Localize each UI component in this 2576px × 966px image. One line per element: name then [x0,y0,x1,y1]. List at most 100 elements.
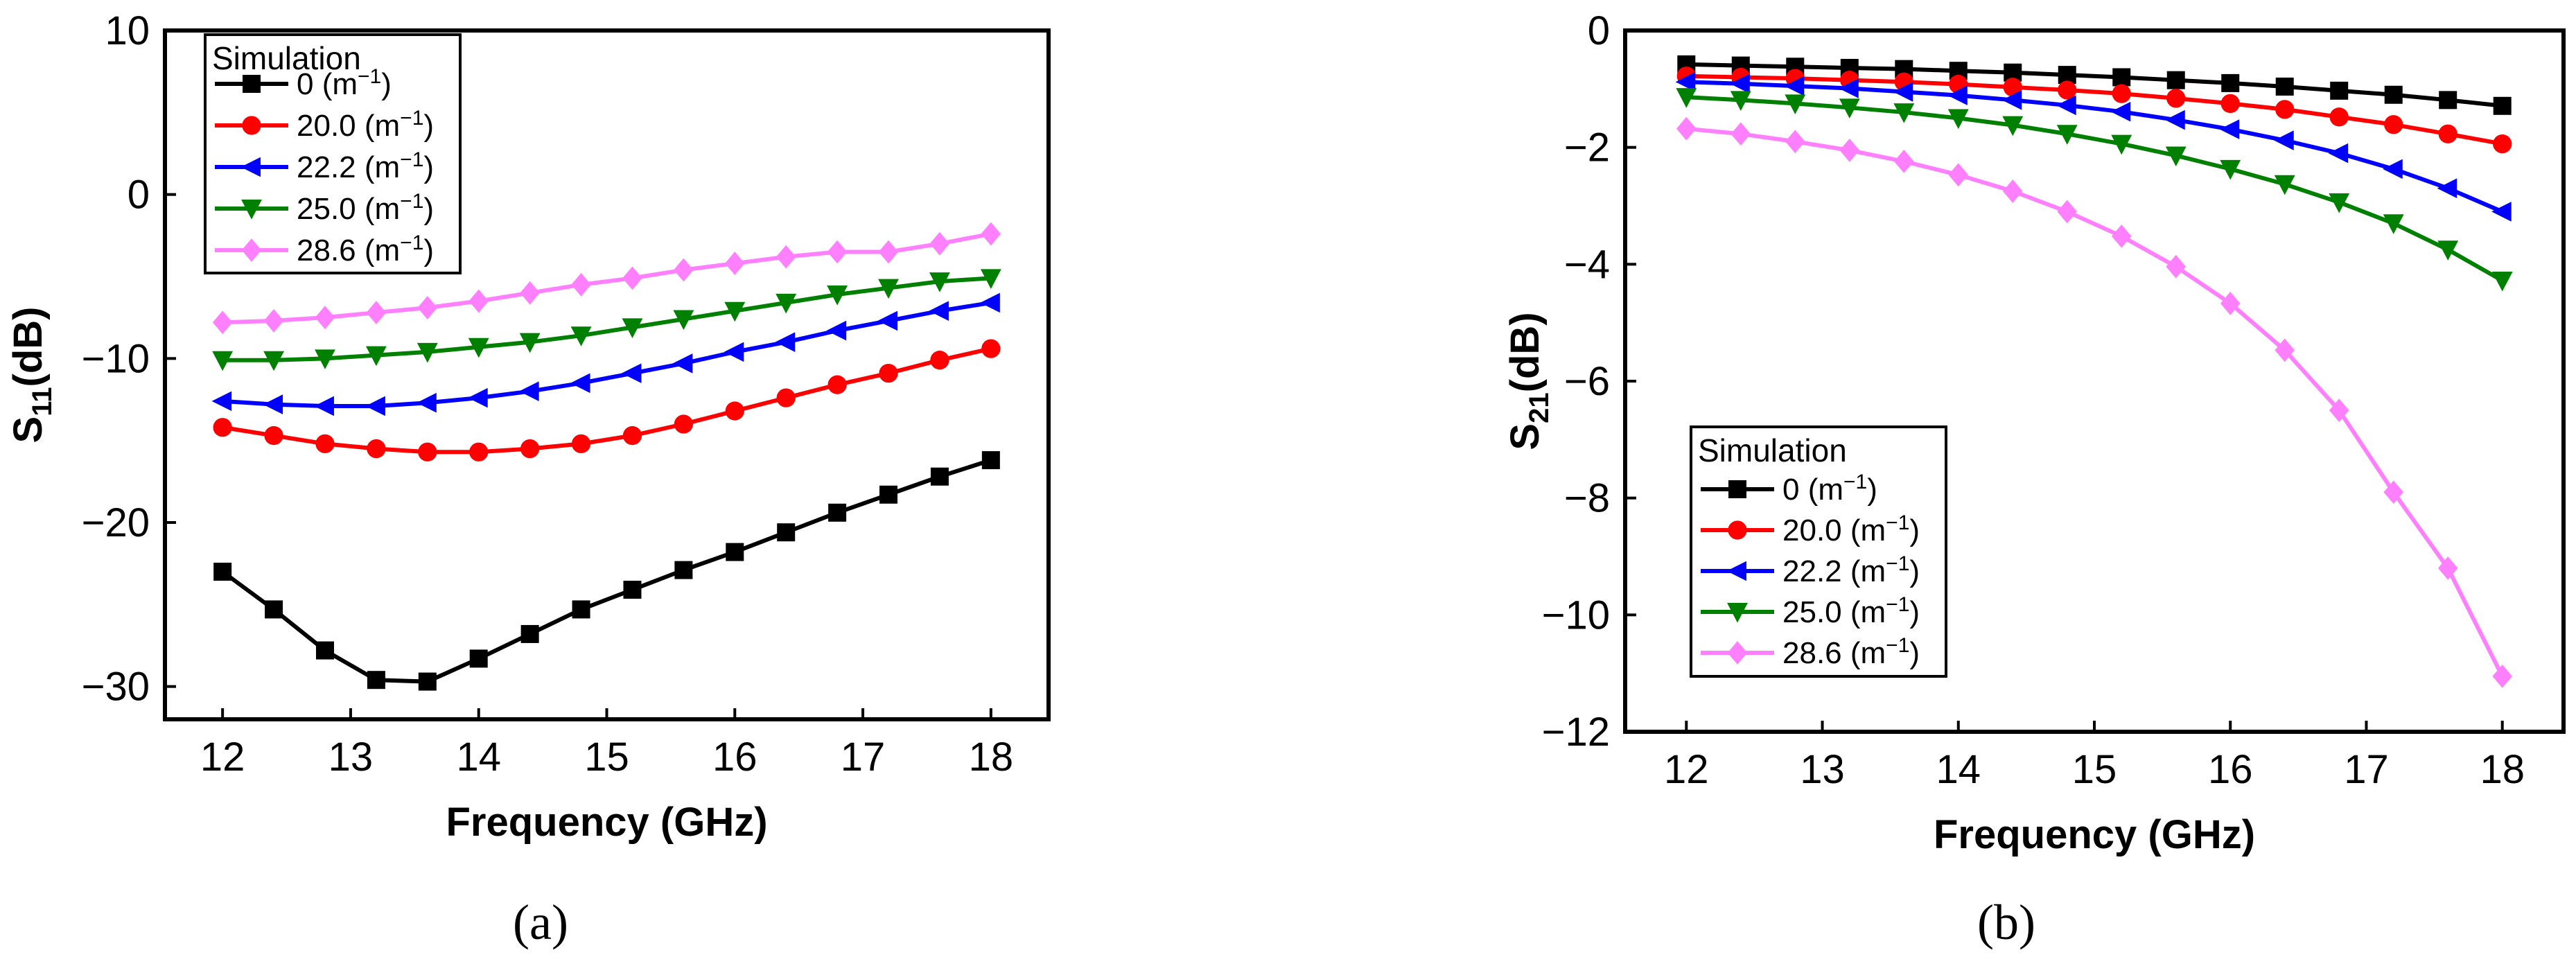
legend-swatch-marker [240,157,261,177]
data-point [2437,556,2458,580]
data-point [314,396,334,416]
y-tick-label: −8 [1564,476,1610,521]
data-point [674,561,693,579]
legend-entry: 28.6 (m−1) [1782,634,1920,670]
data-point [2384,85,2403,104]
data-point [724,301,746,322]
data-point [878,279,899,299]
data-point [2056,95,2076,116]
legend-swatch-marker [1727,641,1748,665]
data-point [775,332,796,352]
series-line [222,346,992,455]
data-point [1893,82,1913,102]
legend-entry: 25.0 (m−1) [297,190,434,226]
data-point [2220,159,2241,180]
data-point [622,266,642,290]
data-point [519,381,539,401]
data-point [2057,200,2078,224]
data-point [2275,100,2295,119]
data-point [777,523,796,542]
data-point [366,301,387,324]
legend-title: Simulation [212,40,361,76]
y-axis-label: S11(dB) [6,307,58,444]
data-point [315,641,334,660]
data-point [520,281,540,305]
data-point [623,581,642,599]
data-point [315,306,335,330]
data-point [2384,115,2403,134]
data-point [571,434,591,454]
data-point [1731,122,1751,146]
data-point [981,222,1001,246]
legend-entry: 22.2 (m−1) [297,148,434,184]
data-point [980,292,1000,313]
data-point [571,272,591,297]
data-point [315,349,335,369]
data-point [213,563,232,581]
data-point [2329,398,2349,423]
data-point [265,600,283,619]
legend-entry: 28.6 (m−1) [297,231,434,267]
data-point [264,425,283,446]
series-line [1686,62,2503,108]
x-axis-label: Frequency (GHz) [1934,812,2255,857]
data-point [2112,68,2131,87]
data-point [1785,94,1806,115]
data-point [2110,101,2131,122]
data-point [211,391,232,412]
legend-title: Simulation [1698,432,1847,468]
data-point [417,342,438,363]
data-point [1676,116,1697,141]
data-point [263,394,283,414]
data-point [622,425,642,446]
data-point [828,503,847,522]
data-point [2111,224,2132,248]
data-point [725,401,744,421]
data-point [2002,116,2024,137]
data-point [2221,73,2240,92]
x-tick-label: 15 [584,735,629,780]
legend-swatch-marker [1728,520,1747,540]
legend-swatch-marker [1726,561,1746,581]
legend-entry: 20.0 (m−1) [1782,511,1920,547]
data-point [572,600,590,619]
x-tick-label: 12 [200,735,245,780]
data-point [827,286,848,306]
y-axis-label: S21(dB) [1502,312,1554,450]
legend-box [204,33,462,274]
data-point [878,240,899,264]
data-point [826,320,847,341]
data-point [418,672,437,691]
data-point [1785,130,1805,154]
legend-entry: 25.0 (m−1) [1782,593,1920,629]
data-point [673,310,694,331]
data-point [417,296,438,319]
y-tick-label: −4 [1564,242,1610,287]
data-point [2274,130,2294,150]
data-point [468,337,489,358]
x-tick-label: 14 [456,735,501,780]
data-point [418,442,437,462]
data-point [2438,124,2457,143]
data-point [674,258,694,282]
data-point [2274,175,2295,195]
data-point [212,310,233,335]
data-point [929,272,950,292]
data-point [776,388,796,407]
data-point [2058,80,2077,100]
data-point [827,375,847,394]
data-point [877,310,898,331]
data-point [2112,84,2131,103]
data-point [776,245,796,269]
data-point [2493,96,2512,115]
data-point [2329,193,2350,213]
data-point [2491,271,2513,292]
data-point [980,269,1001,289]
series-line [221,458,992,684]
x-tick-label: 16 [712,735,757,780]
data-point [2383,159,2403,179]
legend-swatch-marker [1728,480,1746,498]
data-point [879,485,898,504]
data-point [2056,125,2078,145]
